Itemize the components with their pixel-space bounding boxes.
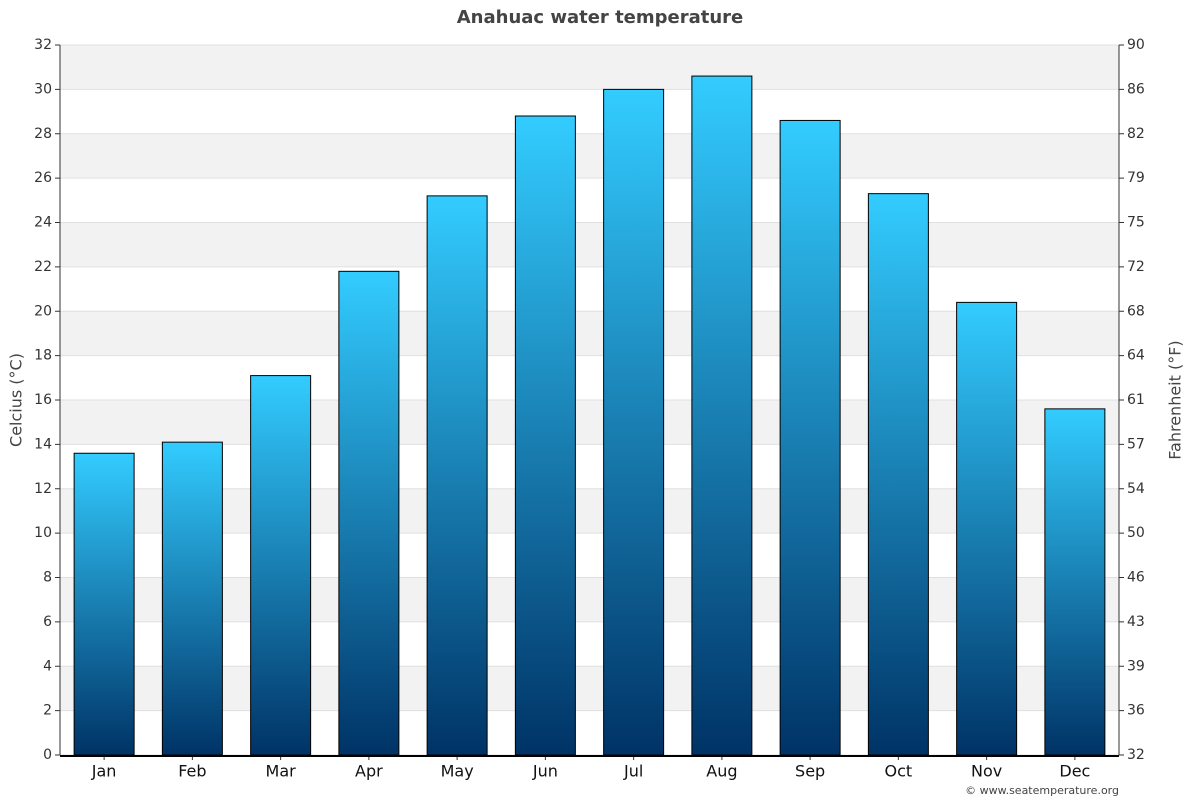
x-tick-label: Aug: [706, 762, 737, 781]
y-tick-label: 6: [43, 614, 52, 630]
bar: [338, 270, 400, 756]
y-tick-label: 14: [34, 436, 52, 452]
y-tick-label: 30: [34, 81, 52, 97]
y2-tick-label: 50: [1127, 525, 1145, 541]
y-tick-label: 24: [34, 215, 52, 231]
x-tick-label: Apr: [355, 762, 383, 781]
y2-tick-label: 32: [1127, 747, 1145, 763]
bar: [426, 195, 488, 756]
bar: [779, 119, 841, 756]
y-tick-label: 2: [43, 703, 52, 719]
grid-band: [60, 400, 1119, 445]
y-tick-label: 8: [43, 570, 52, 586]
chart-title: Anahuac water temperature: [457, 7, 744, 28]
y2-tick-label: 79: [1127, 170, 1145, 186]
x-tick-label: Oct: [885, 762, 913, 781]
y-axis-title: Celcius (°C): [7, 353, 26, 447]
y-tick-label: 26: [34, 170, 52, 186]
y2-tick-label: 39: [1127, 658, 1145, 674]
y2-tick-label: 72: [1127, 259, 1145, 275]
y-tick-label: 32: [34, 37, 52, 53]
y2-tick-label: 36: [1127, 703, 1145, 719]
bar: [956, 301, 1018, 756]
x-tick-label: May: [441, 762, 474, 781]
y2-tick-label: 57: [1127, 436, 1145, 452]
footer: © www.seatemperature.org: [965, 784, 1119, 797]
x-tick-label: Jun: [532, 762, 558, 781]
grid-band: [60, 577, 1119, 622]
y-tick-label: 20: [34, 303, 52, 319]
y-tick-label: 10: [34, 525, 52, 541]
y-tick-label: 12: [34, 481, 52, 497]
y2-tick-label: 68: [1127, 303, 1145, 319]
y2-tick-label: 82: [1127, 126, 1145, 142]
x-tick-label: Nov: [971, 762, 1002, 781]
y2-axis-title: Fahrenheit (°F): [1166, 340, 1185, 459]
x-tick-label: Dec: [1059, 762, 1090, 781]
bar: [250, 375, 312, 756]
y2-tick-label: 61: [1127, 392, 1145, 408]
grid-band: [60, 133, 1119, 179]
bar: [603, 88, 665, 756]
y2-tick-label: 46: [1127, 570, 1145, 586]
bar: [1044, 408, 1106, 756]
y-tick-label: 16: [34, 392, 52, 408]
x-tick-label: Feb: [178, 762, 206, 781]
y2-tick-label: 86: [1127, 81, 1145, 97]
grid-band: [60, 222, 1119, 267]
bar: [73, 452, 135, 756]
grid-band: [60, 488, 1119, 534]
y-tick-label: 4: [43, 658, 52, 674]
y2-tick-label: 43: [1127, 614, 1145, 630]
grid-band: [60, 666, 1119, 711]
x-tick-label: Jul: [623, 762, 643, 781]
x-tick-label: Mar: [266, 762, 297, 781]
y2-tick-label: 75: [1127, 215, 1145, 231]
y-tick-label: 22: [34, 259, 52, 275]
grid-band: [60, 45, 1119, 90]
bar: [161, 441, 223, 756]
grid-band: [60, 311, 1119, 356]
y-tick-label: 0: [43, 747, 52, 763]
y-tick-label: 18: [34, 348, 52, 364]
bar: [691, 75, 753, 756]
y2-tick-label: 64: [1127, 348, 1145, 364]
y2-tick-label: 90: [1127, 37, 1145, 53]
y-tick-label: 28: [34, 126, 52, 142]
x-tick-label: Sep: [795, 762, 825, 781]
x-tick-label: Jan: [91, 762, 117, 781]
y2-tick-label: 54: [1127, 481, 1145, 497]
bar: [867, 193, 929, 756]
bar: [514, 115, 576, 756]
